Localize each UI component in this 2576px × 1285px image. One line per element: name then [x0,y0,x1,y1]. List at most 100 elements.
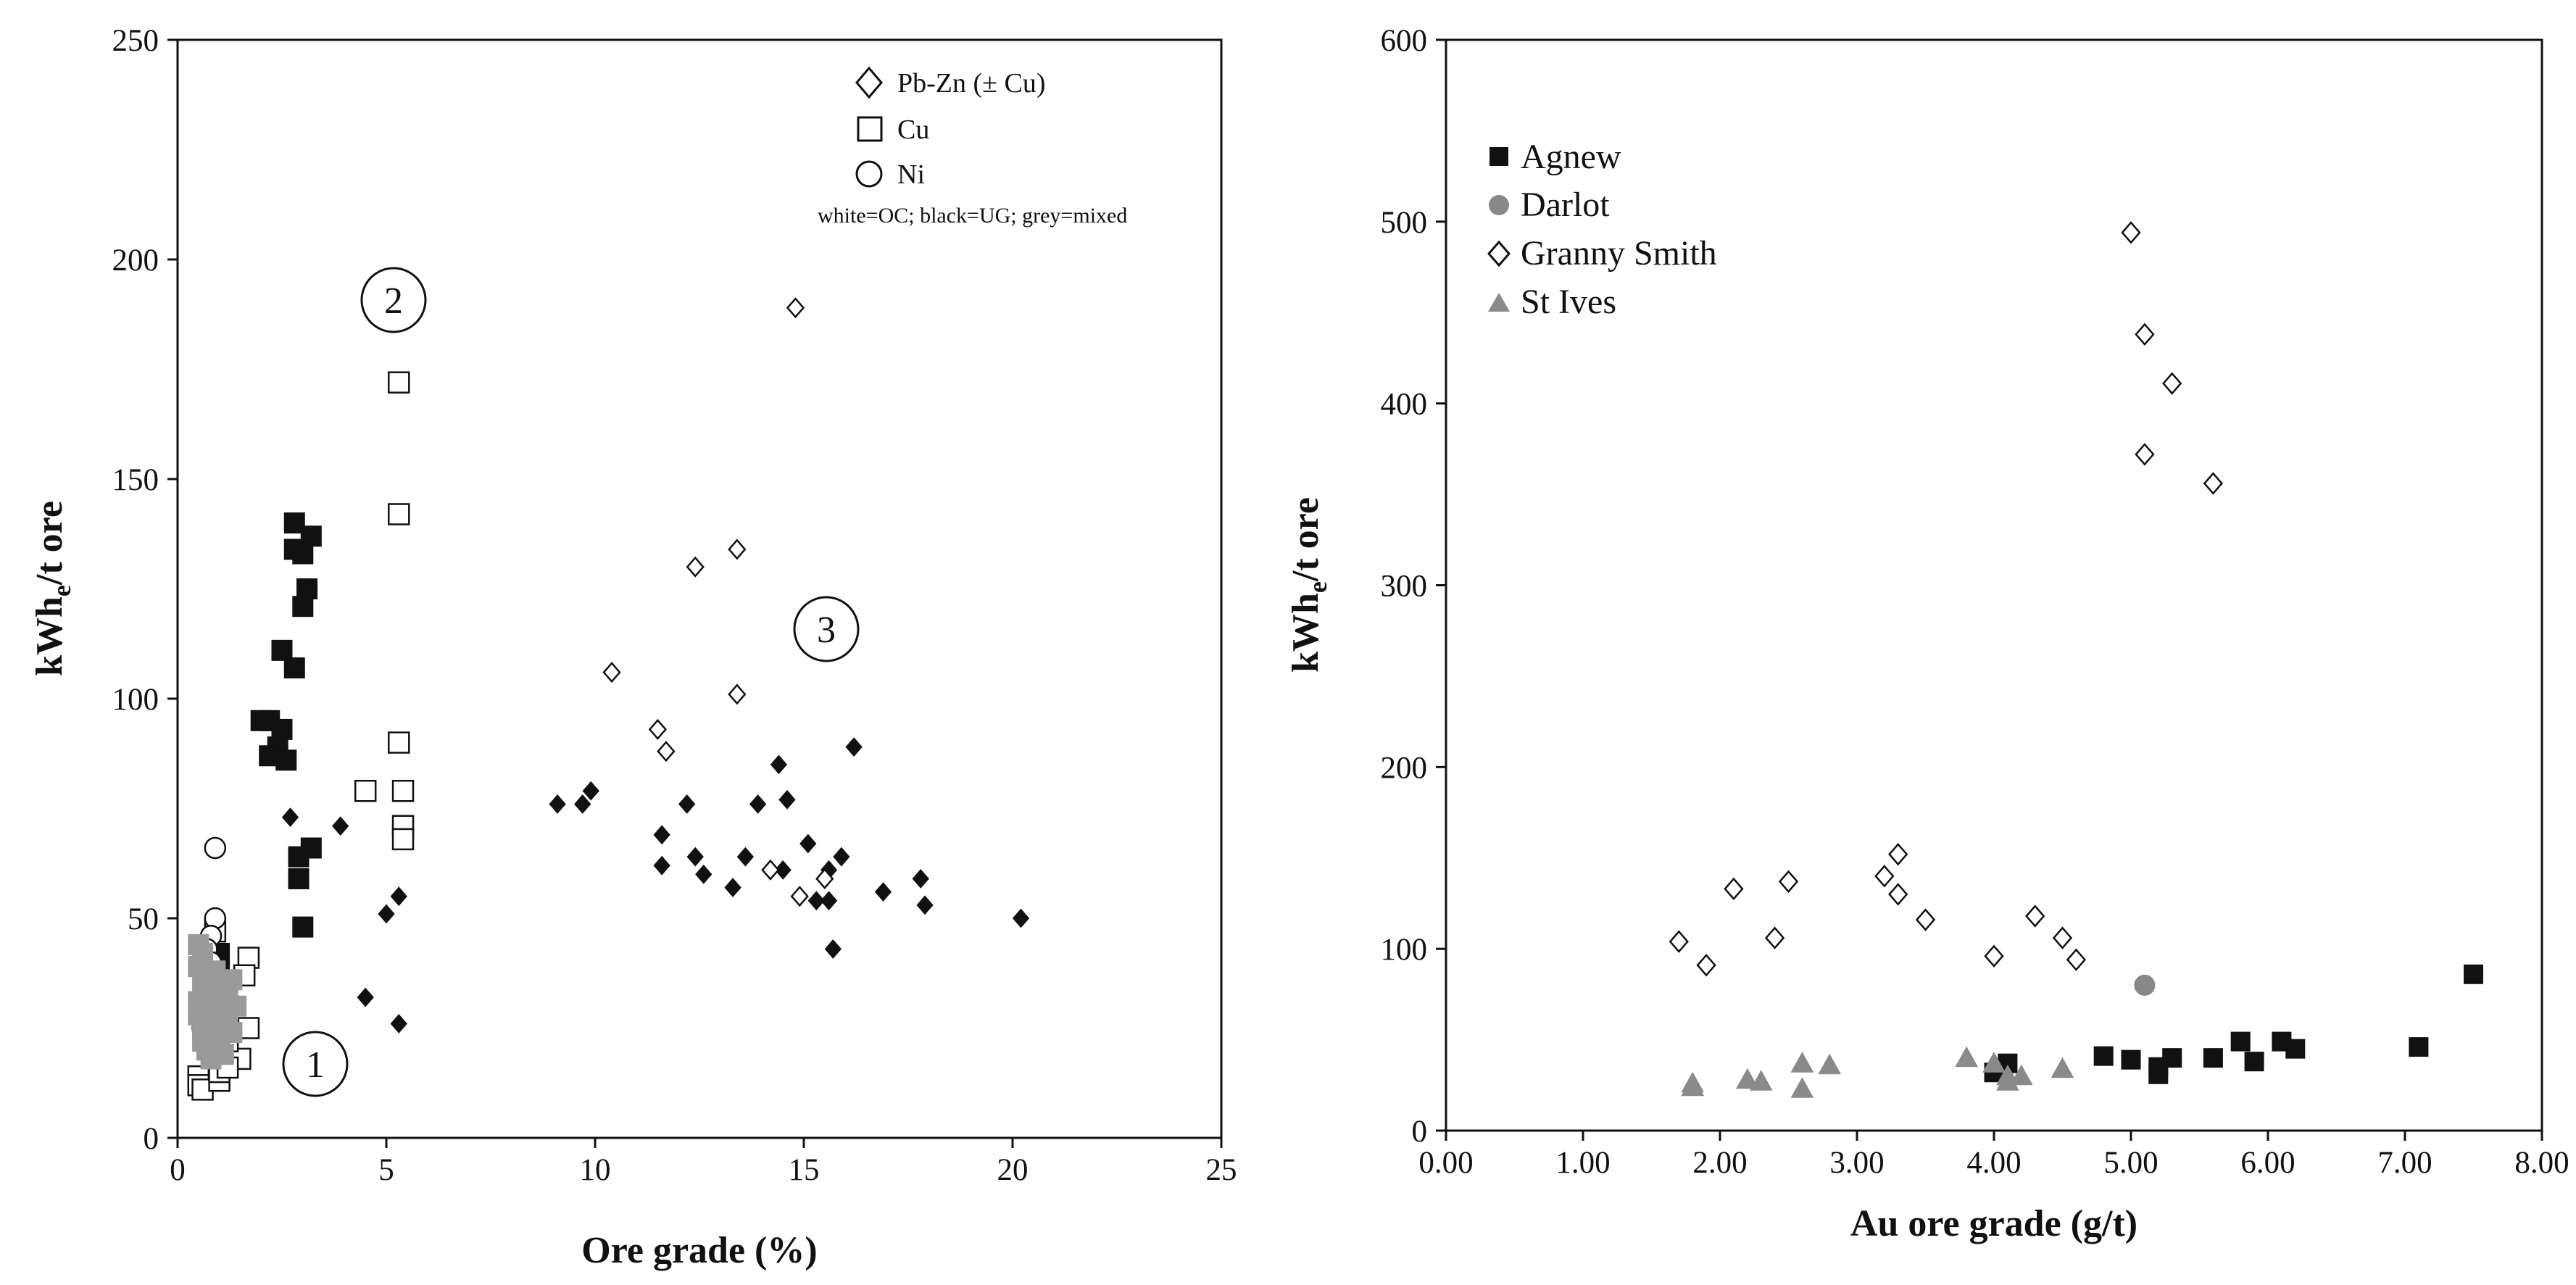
left-point-mixed-grey [209,1018,230,1039]
left-point-pb-zn-oc-white [686,556,705,578]
region-annotation-3: 3 [793,596,860,662]
left-point-cu-ug-black [296,578,318,599]
right-point-granny-smith [1669,930,1689,953]
left-point-ni-oc-white [204,836,227,860]
left-point-mixed-grey [217,986,238,1008]
left-point-cu-oc-white [388,371,410,394]
left-series-pb-zn-ug-black [281,737,1030,1034]
legend-square-marker [857,116,883,142]
left-point-pb-zn-oc-white [602,662,621,683]
right-point-granny-smith [1696,954,1716,977]
right-y-tick-label: 500 [1381,206,1428,240]
right-point-agnew [2121,1049,2141,1070]
chart-right: 0.00 1.00 2.00 3.00 4.00 5.00 6.00 7.00 8.00 0 100… [1285,24,2569,1244]
left-point-cu-oc-white [354,780,377,802]
right-point-agnew [2230,1031,2251,1052]
right-point-granny-smith [2121,221,2141,244]
right-y-tick-label: 100 [1381,933,1428,967]
left-x-tick-label: 10 [580,1153,611,1187]
right-point-granny-smith [1984,944,2004,968]
left-point-pb-zn-ug-black [686,847,704,867]
legend-label-cu: Cu [897,115,929,145]
left-point-mixed-grey [200,1048,222,1070]
left-point-pb-zn-ug-black [582,781,599,801]
left-point-pb-zn-ug-black [695,864,712,884]
left-point-mixed-grey [188,1004,209,1026]
left-point-pb-zn-ug-black [1012,908,1030,928]
right-point-st-ives [1982,1052,2006,1073]
right-point-st-ives [2009,1064,2033,1086]
left-data-points [187,297,1030,1101]
left-point-pb-zn-ug-black [390,1014,407,1034]
right-series-darlot [2134,974,2156,996]
left-x-tick-label: 25 [1206,1153,1237,1187]
left-point-pb-zn-ug-black [724,878,741,897]
left-point-pb-zn-oc-white [657,741,676,762]
left-series-mixed-grey [188,933,247,1070]
left-point-cu-ug-black [292,916,314,938]
left-point-pb-zn-ug-black [770,754,788,775]
right-axis-ticks: 0.00 1.00 2.00 3.00 4.00 5.00 6.00 7.00 8.00 0 100… [1381,24,2569,1180]
legend-circle-marker [855,160,883,188]
right-point-st-ives [1818,1053,1842,1075]
region-annotation-2: 2 [360,267,427,333]
left-x-tick-label: 0 [170,1153,186,1187]
left-y-tick-label: 100 [112,683,159,717]
left-point-pb-zn-ug-black [357,987,374,1007]
right-legend: Agnew Darlot Granny Smith St Ives [1487,138,1717,321]
right-point-granny-smith [1888,883,1908,906]
left-point-cu-ug-black [283,657,305,679]
right-point-agnew [2162,1048,2182,1068]
right-y-tick-label: 200 [1381,751,1428,785]
right-point-st-ives [1790,1077,1814,1098]
left-plot-frame [176,38,1223,1139]
left-x-tick-label: 5 [378,1153,394,1187]
region-circle-3 [793,596,860,662]
right-y-tick-label: 300 [1381,570,1428,604]
right-point-granny-smith [2135,323,2155,346]
left-point-cu-ug-black [288,868,309,889]
right-point-agnew [2148,1064,2169,1084]
left-point-pb-zn-ug-black [653,825,670,845]
left-y-tick-label: 150 [112,463,159,497]
left-x-axis-title: Ore grade (%) [581,1230,817,1271]
right-y-axis-title: kWhe/t ore [1285,497,1332,673]
left-point-cu-oc-white [388,731,410,754]
right-point-granny-smith [2025,905,2045,928]
right-point-granny-smith [2066,948,2087,971]
right-x-tick-label: 2.00 [1692,1146,1747,1180]
left-y-tick-label: 50 [128,902,159,936]
region-circle-1 [282,1031,349,1097]
left-legend: Pb-Zn (± Cu) Cu Ni white=OC; black=UG; g… [818,66,1127,228]
right-point-granny-smith [2052,926,2073,949]
left-point-pb-zn-ug-black [281,807,299,828]
left-point-pb-zn-ug-black [820,891,838,911]
legend-st-ives-marker [1488,293,1510,312]
left-point-pb-zn-ug-black [378,904,395,924]
right-point-st-ives [1735,1068,1759,1089]
left-point-pb-zn-ug-black [390,886,407,907]
left-point-pb-zn-oc-white [728,538,747,560]
right-point-granny-smith [1888,843,1908,866]
left-point-pb-zn-ug-black [653,855,670,876]
right-x-tick-label: 8.00 [2514,1146,2569,1180]
legend-diamond-marker [855,66,883,99]
left-point-pb-zn-oc-white [786,297,805,319]
right-x-tick-label: 6.00 [2240,1146,2295,1180]
right-y-tick-label: 0 [1412,1115,1428,1149]
right-point-granny-smith [2162,372,2182,395]
left-point-pb-zn-ug-black [678,794,696,814]
right-x-tick-label: 0.00 [1418,1146,1473,1180]
left-point-cu-ug-black [292,543,314,565]
right-point-granny-smith [1778,870,1799,894]
left-point-pb-zn-oc-white [761,859,780,881]
left-point-pb-zn-ug-black [549,794,566,814]
left-y-tick-label: 0 [144,1122,159,1156]
left-y-tick-label: 250 [112,24,159,58]
right-x-tick-label: 3.00 [1829,1146,1884,1180]
right-x-tick-label: 7.00 [2377,1146,2432,1180]
left-y-axis-title: kWhe/t ore [29,501,76,676]
left-point-cu-oc-white [391,828,415,851]
